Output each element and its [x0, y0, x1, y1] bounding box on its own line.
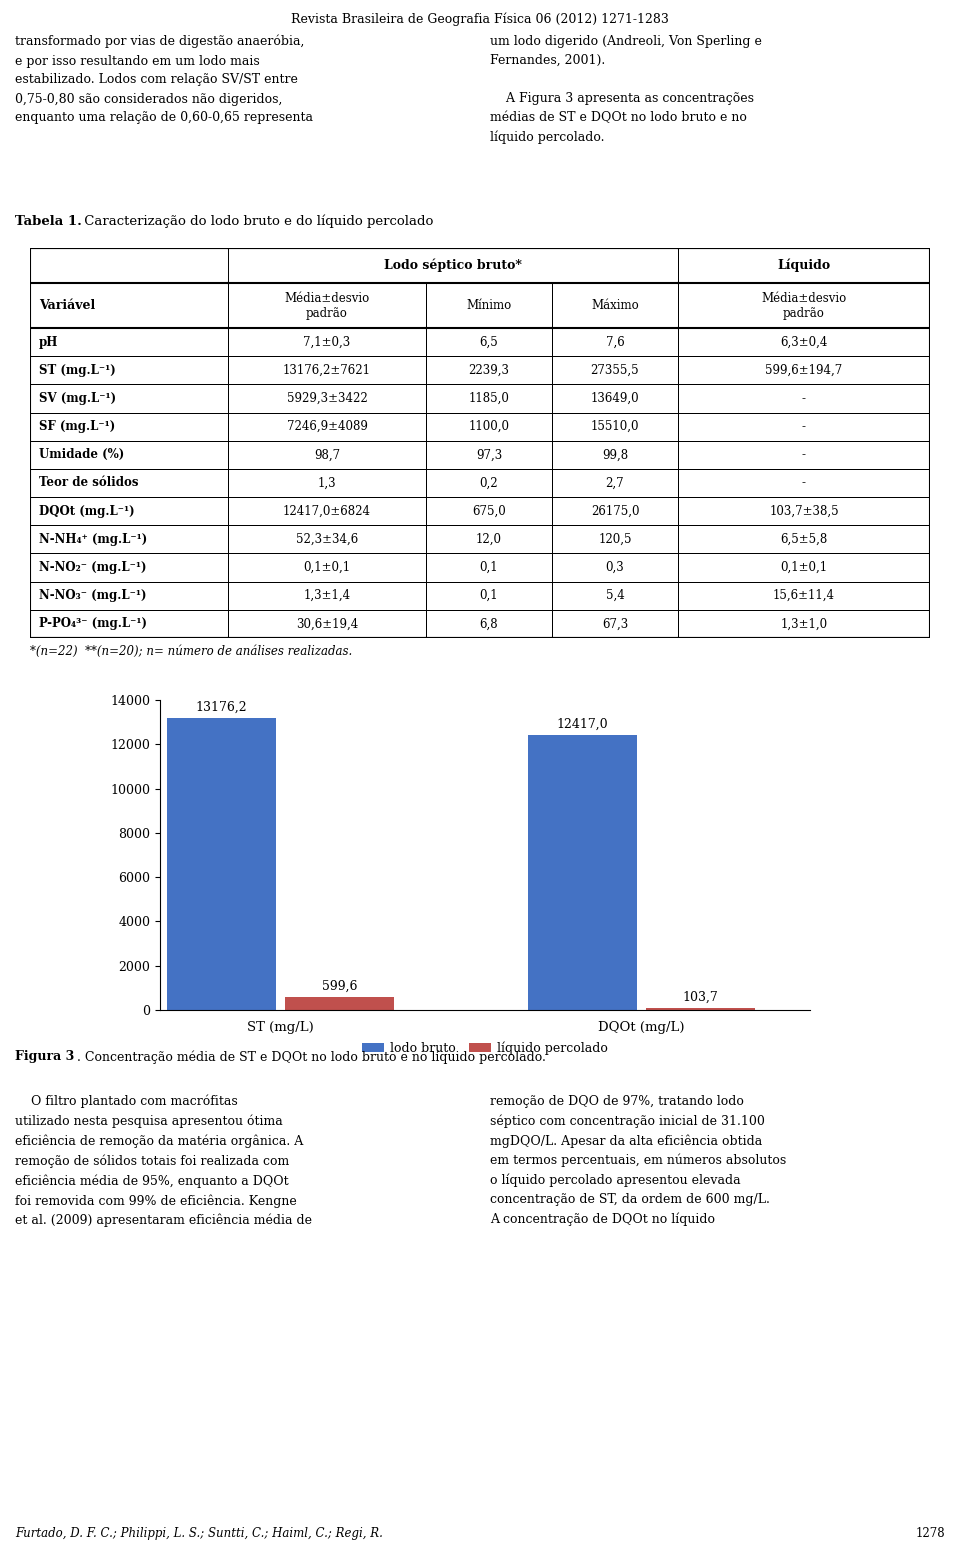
- Text: 13176,2: 13176,2: [196, 701, 248, 713]
- Text: 6,5: 6,5: [480, 336, 498, 348]
- Text: 26175,0: 26175,0: [590, 505, 639, 517]
- Text: 6,8: 6,8: [480, 617, 498, 631]
- Text: 27355,5: 27355,5: [590, 364, 639, 376]
- Text: N-NH₄⁺ (mg.L⁻¹): N-NH₄⁺ (mg.L⁻¹): [39, 533, 147, 545]
- Legend: lodo bruto, líquido percolado: lodo bruto, líquido percolado: [357, 1037, 613, 1060]
- Text: 2239,3: 2239,3: [468, 364, 510, 376]
- Text: Líquido: Líquido: [778, 260, 830, 272]
- Text: 67,3: 67,3: [602, 617, 628, 631]
- Text: -: -: [802, 448, 806, 462]
- Text: 1,3: 1,3: [318, 477, 336, 490]
- Text: Média±desvio
padrão: Média±desvio padrão: [284, 292, 370, 320]
- Text: 7,1±0,3: 7,1±0,3: [303, 336, 350, 348]
- Text: 1,3±1,4: 1,3±1,4: [303, 589, 350, 603]
- Text: SV (mg.L⁻¹): SV (mg.L⁻¹): [39, 392, 116, 406]
- Text: 99,8: 99,8: [602, 448, 628, 462]
- Text: remoção de DQO de 97%, tratando lodo
séptico com concentração inicial de 31.100
: remoção de DQO de 97%, tratando lodo sép…: [490, 1096, 786, 1226]
- Text: 1100,0: 1100,0: [468, 420, 510, 434]
- Text: 675,0: 675,0: [472, 505, 506, 517]
- Text: . Concentração média de ST e DQOt no lodo bruto e no líquido percolado.: . Concentração média de ST e DQOt no lod…: [78, 1051, 546, 1063]
- Text: 2,7: 2,7: [606, 477, 624, 490]
- Text: 15510,0: 15510,0: [590, 420, 639, 434]
- Text: O filtro plantado com macrófitas
utilizado nesta pesquisa apresentou ótima
efici: O filtro plantado com macrófitas utiliza…: [15, 1096, 312, 1228]
- Text: 15,6±11,4: 15,6±11,4: [773, 589, 835, 603]
- Text: transformado por vias de digestão anaeróbia,
e por isso resultando em um lodo ma: transformado por vias de digestão anaeró…: [15, 36, 313, 124]
- Text: N-NO₃⁻ (mg.L⁻¹): N-NO₃⁻ (mg.L⁻¹): [39, 589, 147, 603]
- Text: ST (mg.L⁻¹): ST (mg.L⁻¹): [39, 364, 116, 376]
- Text: Variável: Variável: [39, 298, 95, 312]
- Text: -: -: [802, 392, 806, 406]
- Text: 12,0: 12,0: [476, 533, 502, 545]
- Text: 120,5: 120,5: [598, 533, 632, 545]
- Text: -: -: [802, 420, 806, 434]
- Text: 1185,0: 1185,0: [468, 392, 510, 406]
- Text: um lodo digerido (Andreoli, Von Sperling e
Fernandes, 2001).

    A Figura 3 apr: um lodo digerido (Andreoli, Von Sperling…: [490, 36, 762, 145]
- Text: Teor de sólidos: Teor de sólidos: [39, 477, 138, 490]
- Text: Umidade (%): Umidade (%): [39, 448, 124, 462]
- Text: 13176,2±7621: 13176,2±7621: [283, 364, 371, 376]
- Text: 0,3: 0,3: [606, 561, 624, 573]
- Text: 5,4: 5,4: [606, 589, 624, 603]
- Text: 6,3±0,4: 6,3±0,4: [780, 336, 828, 348]
- Text: Figura 3: Figura 3: [15, 1051, 74, 1063]
- Text: 6,5±5,8: 6,5±5,8: [780, 533, 828, 545]
- Text: 599,6: 599,6: [322, 979, 357, 993]
- Text: SF (mg.L⁻¹): SF (mg.L⁻¹): [39, 420, 115, 434]
- Text: 103,7: 103,7: [683, 990, 718, 1004]
- Text: Mínimo: Mínimo: [467, 298, 512, 312]
- Text: Média±desvio
padrão: Média±desvio padrão: [761, 292, 847, 320]
- Text: 1,3±1,0: 1,3±1,0: [780, 617, 828, 631]
- Text: N-NO₂⁻ (mg.L⁻¹): N-NO₂⁻ (mg.L⁻¹): [39, 561, 147, 573]
- Bar: [167, 718, 276, 1010]
- Text: 0,2: 0,2: [480, 477, 498, 490]
- Text: Tabela 1.: Tabela 1.: [15, 214, 82, 228]
- Text: Furtado, D. F. C.; Philippi, L. S.; Suntti, C.; Haiml, C.; Regi, R.: Furtado, D. F. C.; Philippi, L. S.; Sunt…: [15, 1528, 383, 1540]
- Text: *(n=22)  **(n=20); n= número de análises realizadas.: *(n=22) **(n=20); n= número de análises …: [30, 645, 352, 657]
- Text: Lodo séptico bruto*: Lodo séptico bruto*: [384, 260, 522, 272]
- Text: 13649,0: 13649,0: [590, 392, 639, 406]
- Text: 7,6: 7,6: [606, 336, 624, 348]
- Text: 0,1±0,1: 0,1±0,1: [780, 561, 828, 573]
- Bar: [285, 996, 394, 1010]
- Text: Máximo: Máximo: [591, 298, 638, 312]
- Text: Revista Brasileira de Geografia Física 06 (2012) 1271-1283: Revista Brasileira de Geografia Física 0…: [291, 12, 669, 25]
- Text: 1278: 1278: [916, 1528, 945, 1540]
- Text: 0,1±0,1: 0,1±0,1: [303, 561, 350, 573]
- Text: 0,1: 0,1: [480, 561, 498, 573]
- Text: P-PO₄³⁻ (mg.L⁻¹): P-PO₄³⁻ (mg.L⁻¹): [39, 617, 147, 631]
- Text: 12417,0±6824: 12417,0±6824: [283, 505, 371, 517]
- Text: pH: pH: [39, 336, 59, 348]
- Text: 97,3: 97,3: [476, 448, 502, 462]
- Text: 52,3±34,6: 52,3±34,6: [296, 533, 358, 545]
- Text: 98,7: 98,7: [314, 448, 340, 462]
- Text: Caracterização do lodo bruto e do líquido percolado: Caracterização do lodo bruto e do líquid…: [81, 214, 434, 228]
- Text: 30,6±19,4: 30,6±19,4: [296, 617, 358, 631]
- Text: 5929,3±3422: 5929,3±3422: [287, 392, 368, 406]
- Text: DQOt (mg.L⁻¹): DQOt (mg.L⁻¹): [39, 505, 134, 517]
- Text: 599,6±194,7: 599,6±194,7: [765, 364, 843, 376]
- Bar: [528, 735, 636, 1010]
- Text: 0,1: 0,1: [480, 589, 498, 603]
- Text: 103,7±38,5: 103,7±38,5: [769, 505, 839, 517]
- Text: -: -: [802, 477, 806, 490]
- Text: 12417,0: 12417,0: [557, 718, 609, 730]
- Bar: [646, 1007, 755, 1010]
- Text: 7246,9±4089: 7246,9±4089: [287, 420, 368, 434]
